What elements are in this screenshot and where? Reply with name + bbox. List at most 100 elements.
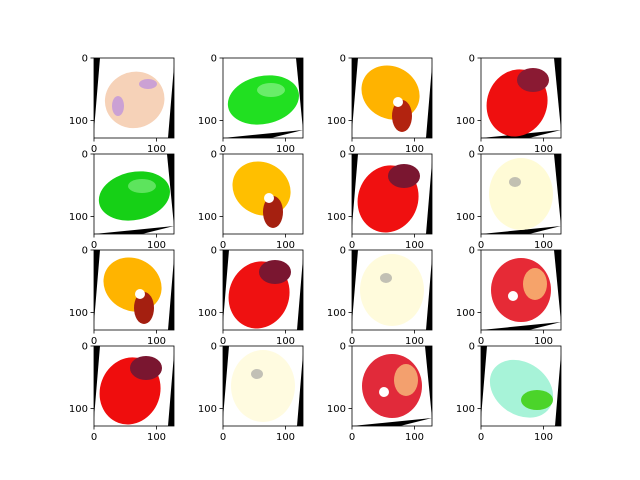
fruit-shape [99,356,162,425]
panel-frame [93,57,175,139]
fruit-shape [362,354,422,418]
fruit-shape [489,359,554,418]
y-tick-label: 0 [82,54,88,65]
y-tick-label: 0 [340,246,346,257]
y-tick-label: 0 [82,246,88,257]
fruit-shape [489,158,553,230]
y-tick-label: 0 [82,150,88,161]
y-tick-label: 0 [469,246,475,257]
subplot-panel: 0 100 0 100 [327,342,433,443]
x-tick-label: 100 [147,240,166,251]
rotation-corner [481,250,561,330]
subplot-panel: 0 100 0 100 [69,342,175,443]
fruit-shape [361,65,420,132]
fruit-shape [232,161,291,228]
panel-frame [480,57,562,139]
rotation-corner [223,250,303,330]
x-tick-label: 0 [91,432,97,443]
x-tick-label: 100 [405,144,424,155]
panel-frame [351,57,433,139]
x-tick-label: 0 [478,144,484,155]
x-tick-label: 100 [405,336,424,347]
y-tick-label: 0 [211,54,217,65]
y-tick-label: 100 [198,308,217,319]
x-tick-label: 100 [147,144,166,155]
x-tick-label: 0 [349,432,355,443]
subplot-panel: 0 100 0 100 [456,342,562,443]
subplot-panel: 0 100 0 100 [198,246,304,347]
y-tick-label: 0 [469,150,475,161]
y-tick-label: 100 [456,404,475,415]
x-tick-label: 100 [147,336,166,347]
rotation-corner [223,346,303,426]
x-tick-label: 100 [534,432,553,443]
y-tick-label: 100 [327,212,346,223]
y-tick-label: 0 [211,150,217,161]
y-tick-label: 0 [469,54,475,65]
panel-frame [222,57,304,139]
rotation-corner [352,58,432,138]
y-tick-label: 0 [340,150,346,161]
subplot-panel: 0 100 0 100 [327,246,433,347]
subplot-panel: 0 100 0 100 [69,54,175,155]
x-tick-label: 0 [349,336,355,347]
panel-frame [222,345,304,427]
fruit-shape [104,71,165,129]
fruit-shape [103,257,162,324]
y-tick-label: 100 [327,404,346,415]
y-tick-label: 100 [69,308,88,319]
x-tick-label: 100 [276,336,295,347]
fruit-shape [357,164,420,233]
y-tick-label: 100 [327,116,346,127]
x-tick-label: 0 [478,336,484,347]
x-tick-label: 0 [349,144,355,155]
x-tick-label: 0 [91,240,97,251]
x-tick-label: 100 [405,240,424,251]
x-tick-label: 0 [478,240,484,251]
y-tick-label: 100 [69,212,88,223]
subplot-panel: 0 100 0 100 [198,150,304,251]
panel-frame [351,249,433,331]
y-tick-label: 100 [327,308,346,319]
x-tick-label: 100 [276,432,295,443]
subplot-panel: 0 100 0 100 [327,150,433,251]
y-tick-label: 0 [469,342,475,353]
rotation-corner [352,346,432,426]
x-tick-label: 100 [405,432,424,443]
subplot-panel: 0 100 0 100 [198,342,304,443]
y-tick-label: 100 [198,212,217,223]
panel-frame [480,249,562,331]
subplot-panel: 0 100 0 100 [456,246,562,347]
subplot-panel: 0 100 0 100 [327,54,433,155]
fruit-shape [98,171,170,221]
x-tick-label: 0 [349,240,355,251]
x-tick-label: 100 [276,144,295,155]
fruit-shape [491,258,551,322]
x-tick-label: 100 [147,432,166,443]
x-tick-label: 100 [534,240,553,251]
rotation-corner [94,154,174,234]
y-tick-label: 0 [340,54,346,65]
y-tick-label: 100 [456,308,475,319]
fruit-shape [486,68,549,137]
subplot-panel: 0 100 0 100 [69,150,175,251]
panel-frame [222,153,304,235]
y-tick-label: 0 [340,342,346,353]
subplot-panel: 0 100 0 100 [69,246,175,347]
panel-frame [480,345,562,427]
fruit-shape [227,75,299,125]
y-tick-label: 100 [69,404,88,415]
fruit-shape [228,260,291,329]
fruit-shape [360,254,424,326]
x-tick-label: 0 [478,432,484,443]
y-tick-label: 100 [456,116,475,127]
x-tick-label: 100 [534,144,553,155]
x-tick-label: 0 [220,432,226,443]
y-tick-label: 100 [198,404,217,415]
y-tick-label: 0 [82,342,88,353]
panel-frame [480,153,562,235]
rotation-corner [94,250,174,330]
rotation-corner [352,154,432,234]
subplot-panel: 0 100 0 100 [456,150,562,251]
x-tick-label: 0 [91,336,97,347]
